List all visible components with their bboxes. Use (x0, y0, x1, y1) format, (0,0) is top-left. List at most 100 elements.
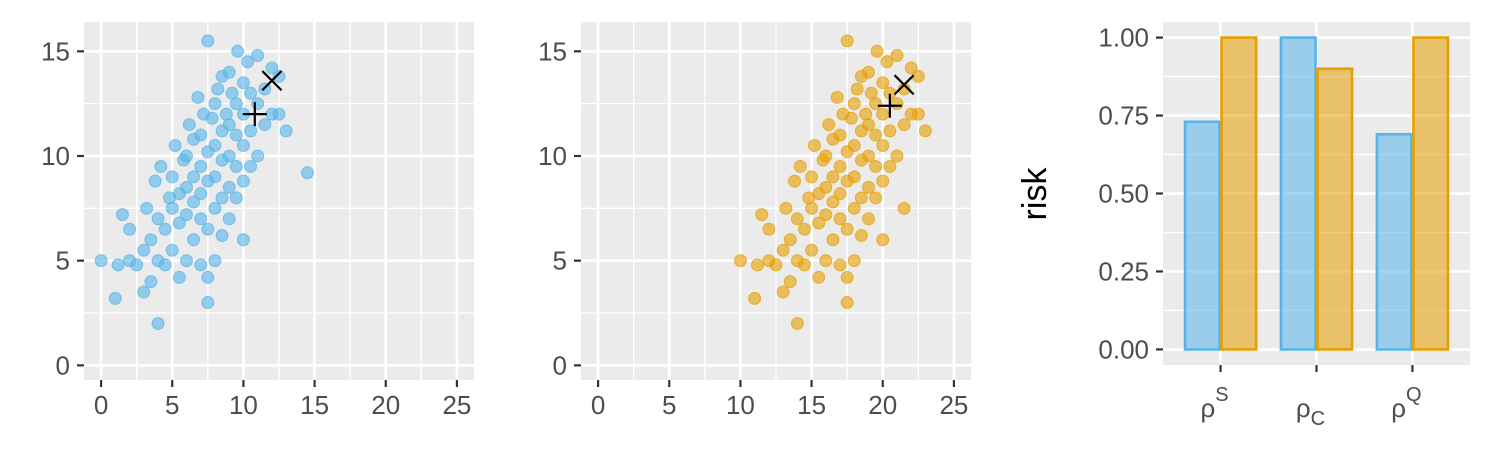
data-point (826, 195, 840, 209)
data-point (862, 118, 876, 132)
data-point (847, 254, 861, 268)
data-point (776, 285, 790, 299)
data-point (191, 90, 205, 104)
data-point (805, 170, 819, 184)
data-point (819, 254, 833, 268)
data-point (897, 118, 911, 132)
bar (1316, 67, 1354, 351)
data-point (812, 216, 826, 230)
scatter-points (94, 34, 314, 330)
data-point (140, 201, 154, 215)
data-point (151, 212, 165, 226)
data-point (822, 118, 836, 132)
data-point (847, 139, 861, 153)
data-point (272, 69, 286, 83)
data-point (182, 118, 196, 132)
data-point (215, 229, 229, 243)
marker-stroke (261, 70, 283, 91)
data-point (194, 258, 208, 272)
data-point (779, 201, 793, 215)
data-point (208, 254, 222, 268)
data-point (272, 107, 286, 121)
y-tick-label: 5 (56, 246, 70, 276)
data-point (833, 159, 847, 173)
data-point (244, 159, 258, 173)
data-point (826, 233, 840, 247)
data-point (165, 201, 179, 215)
data-point (840, 34, 854, 48)
bar (1412, 36, 1450, 351)
data-point (187, 195, 201, 209)
y-tick-label: 0.00 (1098, 334, 1149, 364)
x-tick-label: 20 (371, 390, 400, 420)
data-point (876, 174, 890, 188)
data-point (876, 139, 890, 153)
data-point (215, 191, 229, 205)
data-point (229, 191, 243, 205)
x-tick-label: 15 (797, 390, 826, 420)
data-point (862, 212, 876, 226)
data-point (869, 191, 883, 205)
data-point (115, 208, 129, 222)
data-point (869, 97, 883, 111)
data-point (111, 258, 125, 272)
data-point (229, 128, 243, 142)
data-point (179, 208, 193, 222)
x-tick-label: 10 (229, 390, 258, 420)
risk-bar-panel: ρS ρC ρQ 0.00 0.25 0.50 0.75 1.00 risk (1016, 22, 1470, 430)
y-axis: 0 5 10 15 (538, 36, 581, 380)
data-point (179, 180, 193, 194)
data-point (890, 97, 904, 111)
x-axis: ρS ρC ρQ (1200, 365, 1422, 430)
y-tick-label: 5 (553, 246, 567, 276)
data-point (251, 149, 265, 163)
data-point (229, 159, 243, 173)
data-point (762, 222, 776, 236)
data-point (236, 76, 250, 90)
data-point (194, 187, 208, 201)
data-point (154, 159, 168, 173)
bar (1220, 36, 1258, 351)
data-point (862, 65, 876, 79)
data-point (244, 124, 258, 138)
data-point (793, 159, 807, 173)
data-point (148, 174, 162, 188)
y-axis: 0.00 0.25 0.50 0.75 1.00 (1098, 23, 1163, 364)
data-point (790, 316, 804, 330)
data-point (236, 139, 250, 153)
x-tick-label: 0 (591, 390, 605, 420)
data-point (750, 258, 764, 272)
y-axis-title: risk (1016, 167, 1054, 221)
data-point (797, 258, 811, 272)
x-tick-label: ρS (1200, 384, 1228, 423)
data-point (854, 229, 868, 243)
data-point (805, 243, 819, 257)
scatter-panel-left: 0 5 10 15 20 25 0 5 10 15 (41, 22, 474, 420)
y-tick-label: 0.25 (1098, 256, 1149, 286)
data-point (897, 82, 911, 96)
data-point (244, 86, 258, 100)
bar (1375, 132, 1413, 351)
data-point (205, 111, 219, 125)
data-point (847, 170, 861, 184)
x-tick-label: 25 (939, 390, 968, 420)
data-point (876, 233, 890, 247)
data-point (847, 97, 861, 111)
data-point (137, 243, 151, 257)
data-point (158, 258, 172, 272)
data-point (876, 76, 890, 90)
bar (1183, 120, 1221, 351)
data-point (883, 159, 897, 173)
data-point (94, 254, 108, 268)
data-point (833, 187, 847, 201)
data-point (840, 296, 854, 310)
data-point (231, 44, 245, 58)
data-point (769, 258, 783, 272)
data-point (222, 180, 236, 194)
data-point (144, 275, 158, 289)
data-point (847, 201, 861, 215)
y-tick-label: 10 (41, 141, 70, 171)
data-point (854, 191, 868, 205)
data-point (918, 124, 932, 138)
